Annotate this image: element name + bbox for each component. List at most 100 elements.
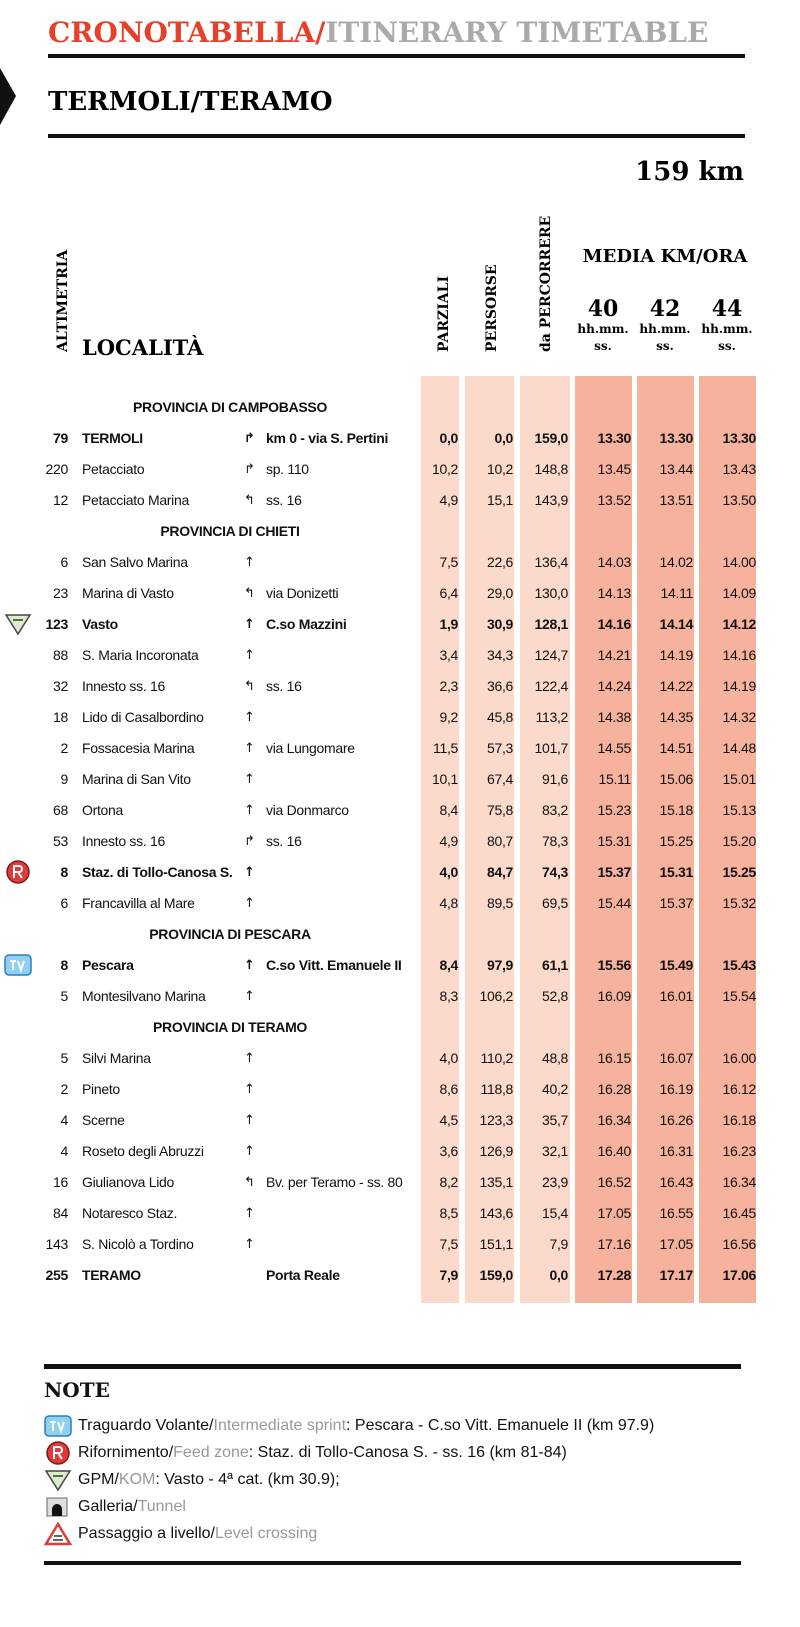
row: 53 Innesto ss. 16 ↱ ss. 16 4,9 80,7 78,3 15.31 1…: [0, 826, 760, 857]
km-parz: 0,0: [439, 430, 459, 446]
icon-cell: [0, 578, 40, 609]
road: [266, 888, 420, 919]
note-en: Intermediate sprint: [213, 1416, 347, 1434]
time: 13.30: [659, 430, 694, 446]
altitude: 9: [60, 771, 69, 787]
distance: 159 km: [635, 157, 744, 187]
icon-cell: [0, 950, 40, 981]
row: 220 Petacciato ↱ sp. 110 10,2 10,2 148,8 13.45 1…: [0, 454, 760, 485]
km-pers: 106,2: [479, 988, 514, 1004]
icon-cell: [0, 1136, 40, 1167]
km-perc: 74,3: [541, 864, 569, 880]
place: Notaresco Staz.: [82, 1205, 178, 1221]
cell: [462, 392, 517, 423]
place: Roseto degli Abruzzi: [82, 1143, 204, 1159]
altitude: 6: [60, 895, 69, 911]
row: 2 Fossacesia Marina ↑ via Lungomare 11,5 57,3…: [0, 733, 760, 764]
road: [266, 702, 420, 733]
altitude: 4: [60, 1143, 69, 1159]
direction: ↑: [244, 1113, 255, 1128]
icon-cell: [0, 609, 40, 640]
time: 17.06: [722, 1267, 757, 1283]
road: [266, 547, 420, 578]
time: 15.06: [659, 771, 694, 787]
icon-cell: [0, 1229, 40, 1260]
time: 14.00: [722, 554, 757, 570]
time: 16.00: [722, 1050, 757, 1066]
column-bands: [421, 376, 756, 1303]
note: Passaggio a livello/Level crossing: [44, 1520, 764, 1547]
note: Galleria/Tunnel: [44, 1493, 764, 1520]
km-perc: 122,4: [534, 678, 569, 694]
row: 68 Ortona ↑ via Donmarco 8,4 75,8 83,2 15.23 15.…: [0, 795, 760, 826]
km-pers: 143,6: [479, 1205, 514, 1221]
icon-cell: [0, 981, 40, 1012]
band: [637, 376, 694, 1303]
direction: ↰: [244, 679, 255, 694]
km-perc: 69,5: [541, 895, 569, 911]
place: Montesilvano Marina: [82, 988, 206, 1004]
place: Francavilla al Mare: [82, 895, 195, 911]
place: Innesto ss. 16: [82, 833, 165, 849]
speed-unit: ss.: [656, 339, 674, 353]
km-pers: 29,0: [486, 585, 514, 601]
place: Pineto: [82, 1081, 120, 1097]
time: 16.34: [722, 1174, 757, 1190]
time: 14.09: [722, 585, 757, 601]
direction: ↑: [244, 772, 255, 787]
row: 6 Francavilla al Mare ↑ 4,8 89,5 69,5 15.44 15.…: [0, 888, 760, 919]
icon-cell: [0, 1260, 40, 1291]
time: 16.26: [659, 1112, 694, 1128]
time: 13.30: [597, 430, 632, 446]
note-text: Galleria/Tunnel: [78, 1498, 186, 1516]
road: [266, 1198, 420, 1229]
km-parz: 3,4: [439, 647, 459, 663]
time: 16.12: [722, 1081, 757, 1097]
time: 16.28: [597, 1081, 632, 1097]
direction: ↰: [244, 1175, 255, 1190]
time: 17.05: [659, 1236, 694, 1252]
altitude: 88: [53, 647, 68, 663]
direction: ↑: [244, 1082, 255, 1097]
km-pers: 67,4: [486, 771, 514, 787]
cell: [697, 392, 760, 423]
km-parz: 4,0: [439, 1050, 459, 1066]
road: ss. 16: [266, 492, 302, 508]
km-perc: 159,0: [534, 430, 569, 446]
icon-gpm: [44, 1469, 72, 1491]
km-parz: 8,3: [439, 988, 459, 1004]
cell: [517, 919, 572, 950]
km-parz: 4,8: [439, 895, 459, 911]
row: 5 Montesilvano Marina ↑ 8,3 106,2 52,8 16.09 16…: [0, 981, 760, 1012]
km-perc: 124,7: [534, 647, 569, 663]
place: Lido di Casalbordino: [82, 709, 204, 725]
time: 17.05: [597, 1205, 632, 1221]
note-it: Rifornimento/: [78, 1443, 174, 1461]
row: 4 Scerne ↑ 4,5 123,3 35,7 16.34 16.26 16.18: [0, 1105, 760, 1136]
note-en: Tunnel: [137, 1497, 186, 1515]
row: 8 Staz. di Tollo-Canosa S. ↑ 4,0 84,7 74,3 15.…: [0, 857, 760, 888]
cell: [462, 516, 517, 547]
time: 14.32: [722, 709, 757, 725]
time: 16.45: [722, 1205, 757, 1221]
col-percorrere: da PERCORRERE: [538, 216, 554, 352]
place: Marina di San Vito: [82, 771, 191, 787]
time: 14.19: [722, 678, 757, 694]
km-pers: 110,2: [480, 1050, 514, 1066]
section-row: PROVINCIA DI CAMPOBASSO: [0, 392, 760, 423]
row: 255 TERAMO Porta Reale 7,9 159,0 0,0 17.28 17.1…: [0, 1260, 760, 1291]
direction: ↑: [244, 741, 255, 756]
note-en: Level crossing: [214, 1524, 318, 1542]
time: 14.51: [659, 740, 694, 756]
section: PROVINCIA DI CAMPOBASSO: [133, 399, 328, 415]
section: PROVINCIA DI CHIETI: [160, 523, 300, 539]
place: TERAMO: [82, 1267, 141, 1283]
rule: [44, 1364, 741, 1369]
km-parz: 9,2: [439, 709, 459, 725]
place: S. Maria Incoronata: [82, 647, 199, 663]
note-text: GPM/KOM: Vasto - 4ª cat. (km 30.9);: [78, 1471, 340, 1489]
km-perc: 48,8: [541, 1050, 569, 1066]
row: 6 San Salvo Marina ↑ 7,5 22,6 136,4 14.03 14.02…: [0, 547, 760, 578]
cell: [517, 1012, 572, 1043]
